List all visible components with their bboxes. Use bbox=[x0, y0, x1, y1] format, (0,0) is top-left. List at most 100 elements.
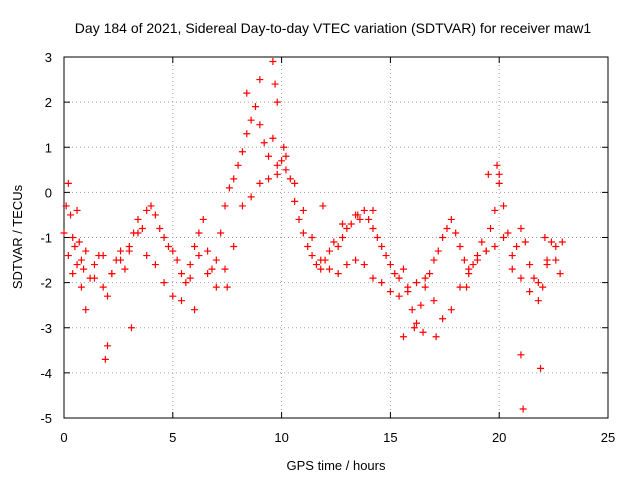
data-point bbox=[430, 297, 438, 305]
data-point bbox=[317, 256, 325, 264]
data-point bbox=[526, 288, 534, 296]
data-point bbox=[432, 333, 440, 341]
y-axis-label: SDTVAR / TECUs bbox=[10, 184, 25, 289]
data-point bbox=[495, 179, 503, 187]
data-point bbox=[238, 202, 246, 210]
data-point bbox=[426, 270, 434, 278]
data-point bbox=[99, 283, 107, 291]
data-point bbox=[386, 288, 394, 296]
data-point bbox=[334, 270, 342, 278]
y-tick-label: 2 bbox=[45, 95, 52, 110]
data-point bbox=[125, 247, 133, 255]
data-point bbox=[147, 202, 155, 210]
data-point bbox=[282, 152, 290, 160]
axis-ticks bbox=[63, 56, 609, 419]
data-point bbox=[308, 234, 316, 241]
data-point bbox=[80, 265, 88, 273]
data-point bbox=[334, 243, 342, 251]
data-point bbox=[77, 283, 85, 291]
data-point bbox=[212, 283, 220, 291]
data-point bbox=[160, 234, 168, 241]
data-point bbox=[491, 206, 499, 214]
data-point bbox=[164, 243, 172, 251]
y-tick-label: -4 bbox=[40, 366, 52, 381]
data-point bbox=[308, 252, 316, 260]
data-point bbox=[156, 224, 164, 232]
data-point bbox=[69, 270, 77, 278]
data-point bbox=[223, 283, 231, 291]
chart-title: Day 184 of 2021, Sidereal Day-to-day VTE… bbox=[75, 20, 592, 36]
data-point bbox=[108, 270, 116, 278]
data-point bbox=[408, 306, 416, 314]
data-point bbox=[280, 143, 288, 151]
data-point bbox=[558, 238, 566, 246]
data-point bbox=[382, 252, 390, 260]
data-point bbox=[238, 148, 246, 156]
data-point bbox=[391, 270, 399, 278]
data-point bbox=[434, 247, 442, 255]
data-point bbox=[82, 306, 90, 314]
data-point bbox=[282, 166, 290, 174]
data-point bbox=[552, 256, 560, 264]
data-point bbox=[269, 58, 277, 66]
data-point bbox=[517, 224, 525, 232]
data-point bbox=[319, 202, 327, 210]
y-tick-label: -1 bbox=[40, 231, 52, 246]
data-point bbox=[543, 256, 551, 264]
data-point bbox=[547, 238, 555, 246]
data-point bbox=[541, 234, 549, 241]
data-point bbox=[104, 292, 112, 300]
data-point bbox=[265, 152, 273, 160]
y-tick-label: -2 bbox=[40, 276, 52, 291]
data-point bbox=[495, 170, 503, 178]
data-point bbox=[199, 215, 207, 223]
data-point bbox=[325, 247, 333, 255]
data-point bbox=[291, 179, 299, 187]
data-point bbox=[386, 261, 394, 269]
data-point bbox=[447, 306, 455, 314]
data-point bbox=[169, 247, 177, 255]
data-point bbox=[169, 292, 177, 300]
data-point bbox=[75, 238, 83, 246]
data-point bbox=[225, 184, 233, 192]
data-point bbox=[230, 243, 238, 251]
data-point bbox=[134, 215, 142, 223]
data-point bbox=[456, 283, 464, 291]
data-point bbox=[256, 76, 264, 84]
data-point bbox=[90, 261, 98, 269]
data-point bbox=[325, 265, 333, 273]
data-point bbox=[421, 274, 429, 282]
data-point bbox=[491, 243, 499, 251]
data-point bbox=[64, 252, 72, 260]
data-point bbox=[73, 261, 81, 269]
data-point bbox=[99, 252, 107, 260]
x-axis-label: GPS time / hours bbox=[287, 458, 386, 473]
data-points bbox=[60, 58, 566, 413]
data-point bbox=[204, 247, 212, 255]
y-tick-label: -3 bbox=[40, 321, 52, 336]
data-point bbox=[343, 224, 351, 232]
data-point bbox=[182, 279, 190, 287]
data-point bbox=[260, 139, 268, 147]
data-point bbox=[243, 89, 251, 97]
data-point bbox=[460, 256, 468, 264]
data-point bbox=[356, 215, 364, 223]
data-point bbox=[256, 179, 264, 187]
data-point bbox=[273, 98, 281, 106]
data-point bbox=[178, 297, 186, 305]
data-point bbox=[452, 229, 460, 237]
data-point bbox=[71, 243, 79, 251]
data-point bbox=[134, 229, 142, 237]
data-point bbox=[447, 215, 455, 223]
data-point bbox=[191, 306, 199, 314]
data-point bbox=[273, 170, 281, 178]
data-point bbox=[208, 265, 216, 273]
data-point bbox=[539, 283, 547, 291]
data-point bbox=[521, 238, 529, 246]
data-point bbox=[73, 206, 81, 214]
data-point bbox=[473, 256, 481, 264]
data-point bbox=[304, 243, 312, 251]
data-point bbox=[439, 234, 447, 241]
data-point bbox=[195, 252, 203, 260]
data-point bbox=[395, 274, 403, 282]
